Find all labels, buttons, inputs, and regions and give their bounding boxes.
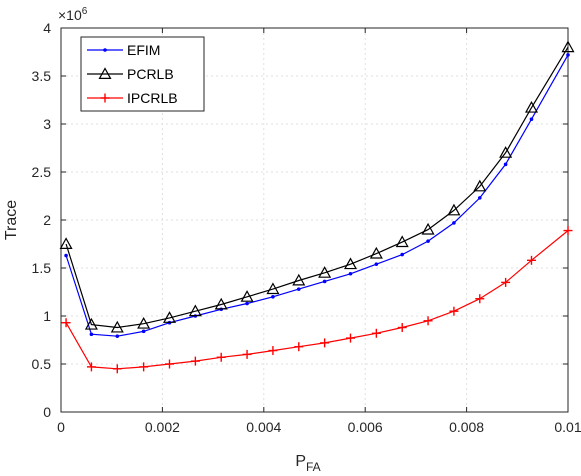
data-point-pcrlb (524, 100, 539, 113)
data-point-ipcrlb (139, 362, 149, 372)
y-tick-label: 1.5 (32, 260, 52, 276)
data-point-pcrlb (214, 297, 228, 310)
data-point-efim (296, 287, 301, 291)
data-point-ipcrlb (475, 294, 485, 304)
x-tick-label: 0.002 (145, 419, 180, 435)
y-axis-multiplier: ×106 (58, 6, 88, 23)
data-point-efim (477, 196, 482, 200)
data-point-efim (271, 295, 275, 299)
legend: EFIM PCRLB IPCRLB (80, 36, 205, 112)
x-tick-label: 0 (57, 419, 65, 435)
y-tick-label: 0 (43, 404, 51, 420)
data-point-pcrlb (421, 222, 435, 235)
data-point-efim (322, 279, 327, 284)
series-line-efim (65, 54, 569, 337)
data-point-pcrlb (266, 282, 280, 295)
data-point-ipcrlb (164, 359, 174, 369)
data-point-efim (374, 262, 379, 266)
data-point-efim (348, 271, 353, 276)
data-point-pcrlb (110, 320, 124, 333)
data-point-ipcrlb (526, 255, 536, 265)
y-tick-label: 2 (43, 212, 51, 228)
data-point-ipcrlb (501, 277, 511, 287)
data-point-efim (115, 334, 120, 338)
legend-marker-pcrlb (98, 67, 112, 80)
data-point-efim (503, 162, 508, 167)
series-pcrlb (59, 40, 575, 333)
y-axis-multiplier-base: ×10 (58, 7, 82, 23)
data-point-ipcrlb (86, 362, 96, 372)
data-point-ipcrlb (216, 352, 226, 362)
grid (61, 28, 568, 412)
data-point-efim (141, 329, 146, 334)
data-point-efim (566, 53, 570, 57)
y-axis-label: Trace (3, 200, 20, 240)
data-point-pcrlb (343, 257, 358, 270)
y-tick-label: 4 (43, 20, 51, 36)
data-point-pcrlb (499, 146, 513, 158)
y-tick-label: 1 (43, 308, 51, 324)
legend-marker-efim (103, 48, 107, 52)
series-line-ipcrlb (65, 230, 569, 370)
data-point-pcrlb (137, 316, 151, 329)
axis-ticks: 0 0.002 0.004 0.006 0.008 0.01 0 0.5 1 1.5 2 2.5 3 3.… (32, 20, 581, 435)
data-point-pcrlb (59, 237, 73, 249)
data-point-pcrlb (473, 179, 487, 192)
data-point-pcrlb (395, 235, 409, 248)
x-axis-label: PFA (295, 453, 320, 474)
data-point-ipcrlb (449, 306, 459, 316)
legend-item-efim: EFIM (87, 42, 160, 58)
data-point-ipcrlb (190, 356, 200, 366)
data-point-ipcrlb (112, 364, 122, 374)
legend-item-pcrlb: PCRLB (87, 66, 174, 82)
data-point-efim (89, 332, 94, 337)
data-point-ipcrlb (320, 338, 330, 348)
data-point-pcrlb (318, 266, 332, 278)
legend-label-pcrlb: PCRLB (127, 66, 174, 82)
x-tick-label: 0.008 (449, 419, 484, 435)
y-tick-label: 3 (43, 116, 51, 132)
y-axis-multiplier-exponent: 6 (82, 6, 88, 17)
data-point-ipcrlb (61, 318, 71, 328)
data-point-efim (64, 253, 68, 258)
legend-marker-ipcrlb (100, 93, 110, 103)
legend-item-ipcrlb: IPCRLB (87, 90, 178, 106)
data-point-pcrlb (162, 311, 177, 323)
data-point-efim (400, 252, 405, 257)
data-point-ipcrlb (423, 316, 433, 326)
data-point-ipcrlb (268, 346, 278, 356)
data-point-pcrlb (369, 246, 383, 259)
x-axis-label-subscript: FA (306, 460, 321, 474)
y-tick-label: 2.5 (32, 164, 52, 180)
legend-label-ipcrlb: IPCRLB (127, 90, 178, 106)
x-axis-label-main: P (295, 453, 306, 470)
data-point-ipcrlb (242, 349, 252, 359)
x-tick-label: 0.01 (554, 419, 581, 435)
data-point-ipcrlb (397, 323, 407, 333)
data-point-efim (529, 117, 534, 121)
data-point-pcrlb (292, 273, 306, 286)
data-point-pcrlb (188, 304, 202, 317)
x-tick-label: 0.006 (348, 419, 383, 435)
series-group (59, 40, 575, 374)
data-point-ipcrlb (345, 333, 355, 343)
y-tick-label: 3.5 (32, 68, 52, 84)
data-point-pcrlb (447, 203, 461, 216)
data-point-efim (452, 221, 456, 225)
series-ipcrlb (61, 226, 573, 374)
data-point-pcrlb (240, 290, 254, 302)
x-tick-label: 0.004 (246, 419, 281, 435)
data-point-ipcrlb (294, 342, 304, 352)
data-point-ipcrlb (563, 226, 573, 236)
data-point-ipcrlb (371, 328, 381, 338)
data-point-pcrlb (561, 40, 575, 53)
data-point-efim (245, 301, 249, 306)
data-point-efim (426, 239, 430, 243)
legend-label-efim: EFIM (127, 42, 160, 58)
y-tick-label: 0.5 (32, 356, 52, 372)
data-point-pcrlb (84, 317, 98, 330)
